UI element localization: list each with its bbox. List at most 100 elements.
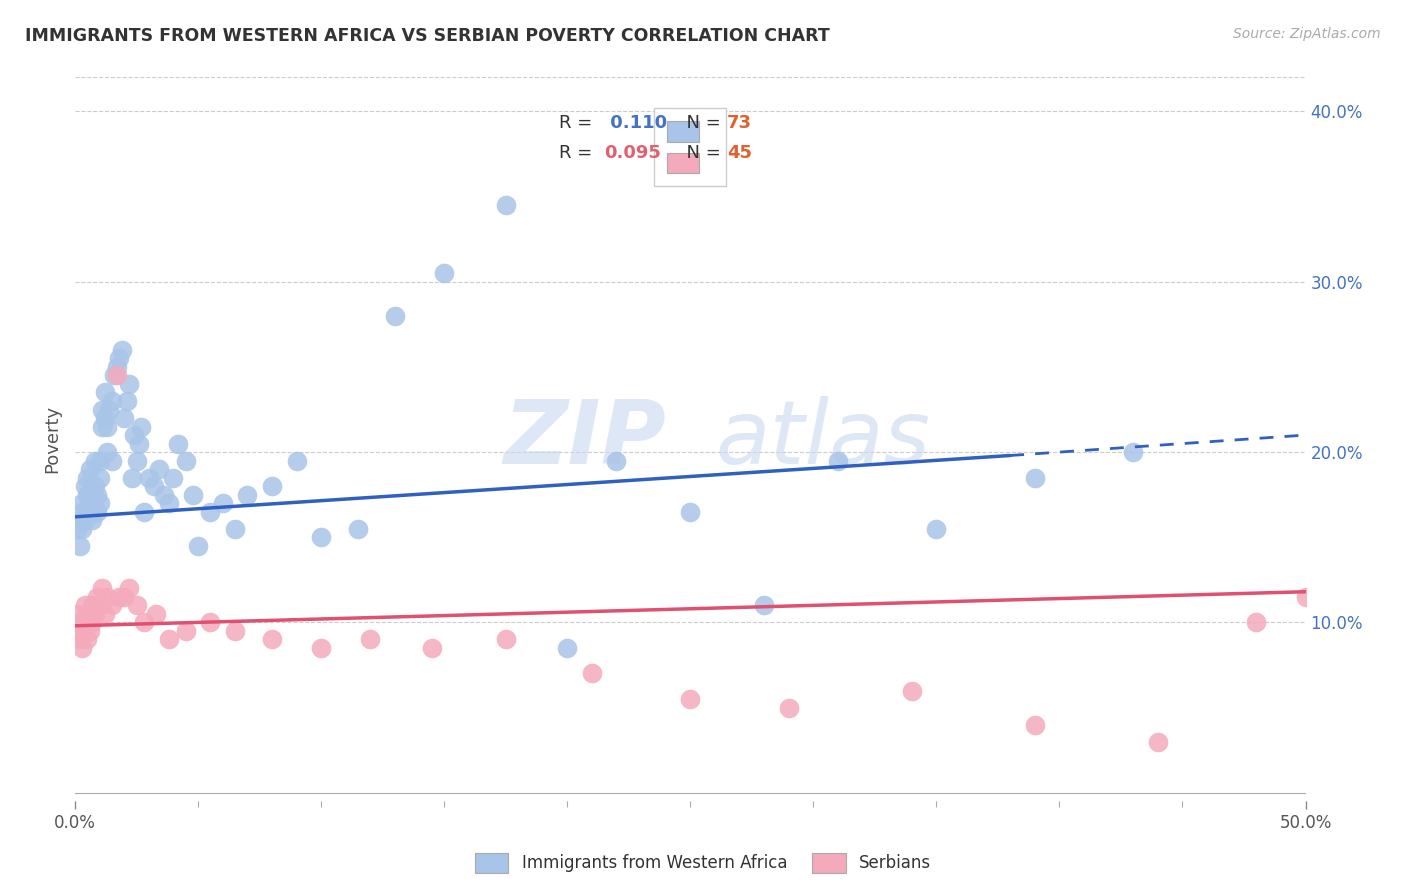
Point bbox=[73, 479, 96, 493]
Point bbox=[1024, 470, 1046, 484]
Point bbox=[101, 394, 124, 409]
Point bbox=[125, 599, 148, 613]
Point bbox=[224, 522, 246, 536]
Point bbox=[89, 599, 111, 613]
Y-axis label: Poverty: Poverty bbox=[44, 405, 60, 474]
Point bbox=[211, 496, 233, 510]
Point bbox=[174, 453, 197, 467]
Point bbox=[83, 607, 105, 621]
Point bbox=[138, 470, 160, 484]
Point bbox=[420, 640, 443, 655]
Point bbox=[79, 624, 101, 638]
Point bbox=[118, 376, 141, 391]
Point bbox=[101, 453, 124, 467]
Point bbox=[66, 607, 89, 621]
Point bbox=[132, 615, 155, 630]
Text: N =: N = bbox=[675, 144, 727, 161]
Point bbox=[93, 607, 115, 621]
Point bbox=[555, 640, 578, 655]
Point bbox=[260, 479, 283, 493]
Point bbox=[167, 436, 190, 450]
Point bbox=[105, 368, 128, 383]
Point bbox=[69, 632, 91, 647]
Point bbox=[181, 488, 204, 502]
Point bbox=[82, 513, 104, 527]
Point bbox=[83, 479, 105, 493]
Point bbox=[66, 624, 89, 638]
Point bbox=[433, 266, 456, 280]
Point bbox=[679, 505, 702, 519]
Point bbox=[118, 582, 141, 596]
Point bbox=[115, 394, 138, 409]
Point bbox=[91, 402, 114, 417]
Point bbox=[93, 411, 115, 425]
Point bbox=[121, 470, 143, 484]
Point bbox=[96, 445, 118, 459]
Point bbox=[132, 505, 155, 519]
Point bbox=[1122, 445, 1144, 459]
Point bbox=[86, 505, 108, 519]
Point bbox=[309, 530, 332, 544]
Point bbox=[224, 624, 246, 638]
Text: 0.110: 0.110 bbox=[605, 114, 668, 132]
Point bbox=[76, 632, 98, 647]
Point bbox=[72, 505, 94, 519]
Point bbox=[1024, 717, 1046, 731]
Point bbox=[105, 359, 128, 374]
Point bbox=[103, 368, 125, 383]
Point bbox=[778, 700, 800, 714]
Point bbox=[162, 470, 184, 484]
Point bbox=[72, 640, 94, 655]
Point bbox=[98, 402, 121, 417]
Point bbox=[495, 632, 517, 647]
Point bbox=[82, 615, 104, 630]
Point bbox=[89, 453, 111, 467]
Point bbox=[157, 496, 180, 510]
Point bbox=[82, 496, 104, 510]
Point bbox=[495, 198, 517, 212]
Point bbox=[1295, 590, 1317, 604]
Point bbox=[66, 522, 89, 536]
Point bbox=[112, 590, 135, 604]
Point bbox=[108, 351, 131, 366]
Point bbox=[76, 607, 98, 621]
Point bbox=[142, 479, 165, 493]
Point bbox=[73, 615, 96, 630]
Point bbox=[285, 453, 308, 467]
Legend: , : , bbox=[654, 108, 727, 186]
Point bbox=[89, 496, 111, 510]
Point bbox=[89, 470, 111, 484]
Point bbox=[174, 624, 197, 638]
Point bbox=[82, 599, 104, 613]
Point bbox=[128, 436, 150, 450]
Point bbox=[91, 419, 114, 434]
Point bbox=[76, 488, 98, 502]
Point bbox=[187, 539, 209, 553]
Point bbox=[122, 428, 145, 442]
Point bbox=[359, 632, 381, 647]
Point bbox=[200, 505, 222, 519]
Point bbox=[148, 462, 170, 476]
Text: R =: R = bbox=[558, 114, 598, 132]
Text: 0.095: 0.095 bbox=[605, 144, 661, 161]
Point bbox=[827, 453, 849, 467]
Point bbox=[679, 692, 702, 706]
Text: 45: 45 bbox=[727, 144, 752, 161]
Point bbox=[72, 522, 94, 536]
Point bbox=[900, 683, 922, 698]
Point bbox=[125, 453, 148, 467]
Point bbox=[384, 309, 406, 323]
Point bbox=[69, 513, 91, 527]
Point bbox=[152, 488, 174, 502]
Point bbox=[76, 505, 98, 519]
Point bbox=[96, 590, 118, 604]
Point bbox=[108, 590, 131, 604]
Point bbox=[86, 590, 108, 604]
Text: R =: R = bbox=[558, 144, 598, 161]
Point bbox=[79, 488, 101, 502]
Point bbox=[83, 453, 105, 467]
Point bbox=[73, 513, 96, 527]
Point bbox=[69, 539, 91, 553]
Legend: Immigrants from Western Africa, Serbians: Immigrants from Western Africa, Serbians bbox=[468, 847, 938, 880]
Point bbox=[96, 419, 118, 434]
